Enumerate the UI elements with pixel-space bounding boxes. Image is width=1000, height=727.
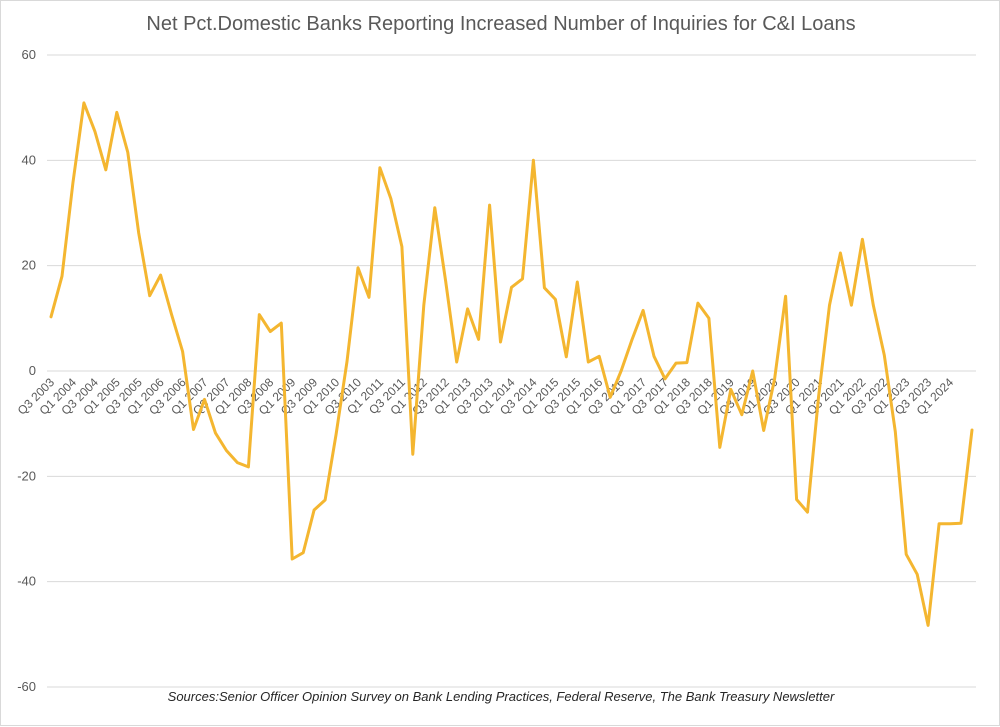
- chart-source-note: Sources:Senior Officer Opinion Survey on…: [167, 689, 835, 704]
- y-axis: 60 40 20 0 -20 -40 -60: [17, 47, 36, 694]
- y-tick-label: -60: [17, 679, 36, 694]
- y-tick-label: 20: [22, 258, 36, 273]
- series-layer: [49, 101, 974, 627]
- y-tick-label: -20: [17, 468, 36, 483]
- y-tick-label: -40: [17, 574, 36, 589]
- chart-title: Net Pct.Domestic Banks Reporting Increas…: [146, 13, 856, 35]
- y-tick-label: 0: [29, 363, 36, 378]
- y-tick-label: 40: [22, 152, 36, 167]
- series-line: [49, 101, 974, 627]
- y-tick-label: 60: [22, 47, 36, 62]
